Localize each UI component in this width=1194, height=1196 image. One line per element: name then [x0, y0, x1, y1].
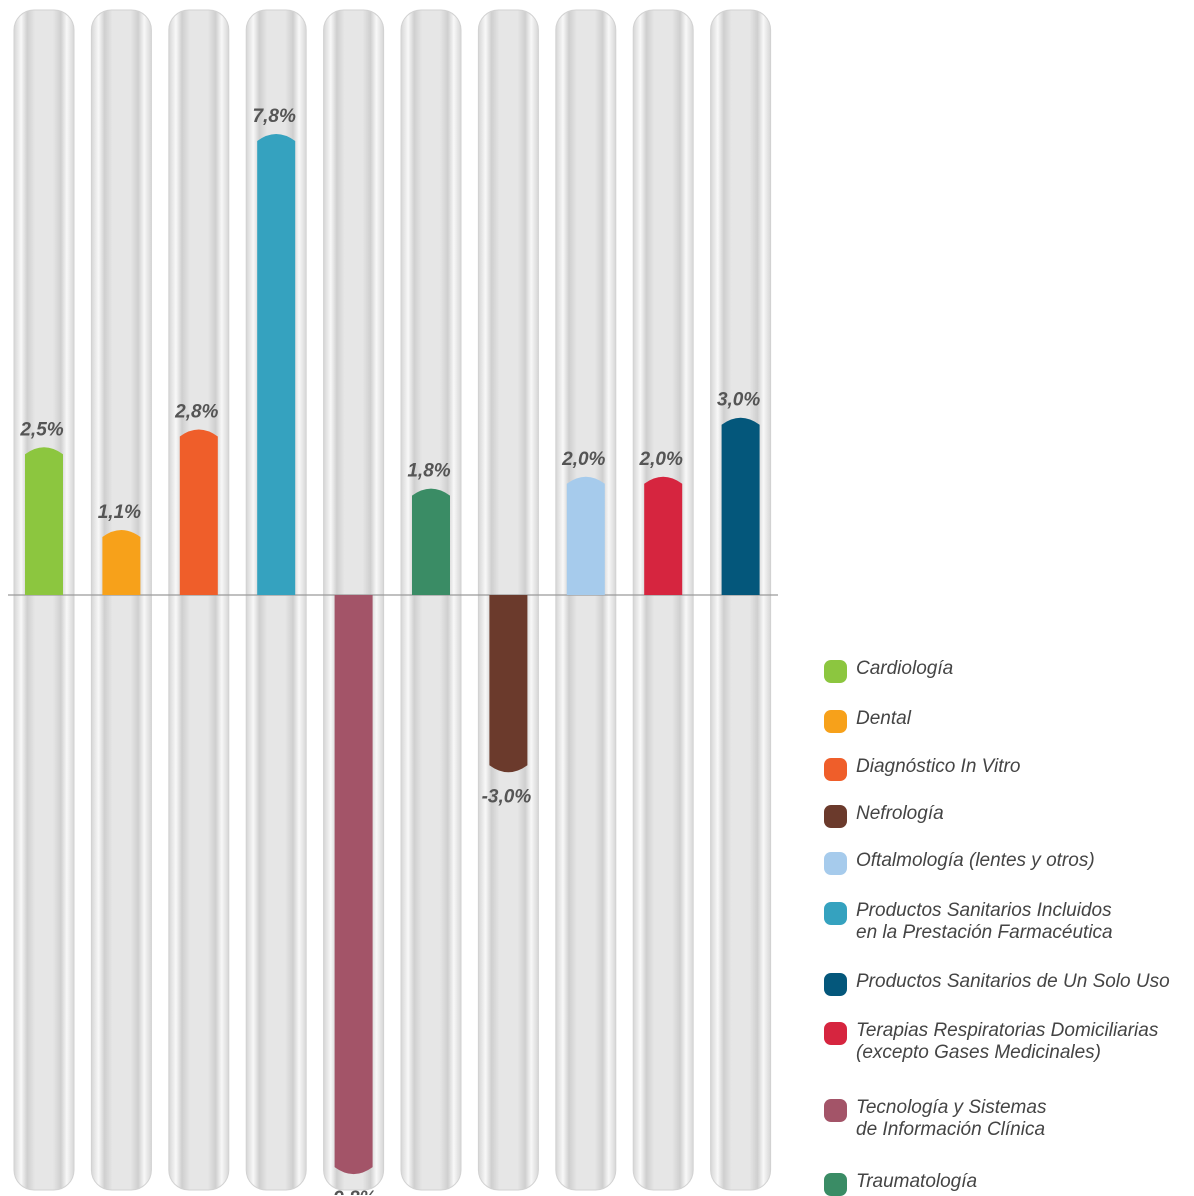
bar-cat-9 [644, 476, 683, 595]
legend-item: Nefrología [824, 803, 944, 828]
legend-label-line: Nefrología [856, 803, 944, 824]
track-cat-8 [555, 9, 617, 1191]
legend-swatch [824, 660, 847, 683]
data-label-cat-8: 2,0% [561, 449, 605, 470]
legend-label-line: Productos Sanitarios de Un Solo Uso [856, 971, 1170, 992]
data-label-cat-7: -3,0% [482, 786, 532, 807]
legend-label: Nefrología [856, 803, 944, 825]
legend-label: Diagnóstico In Vitro [856, 756, 1020, 778]
track-cat-6 [400, 9, 462, 1191]
legend-swatch [824, 1173, 847, 1196]
legend-item: Traumatología [824, 1171, 977, 1196]
data-label-cat-4: 7,8% [253, 106, 296, 127]
legend-label: Productos Sanitarios Incluidos en la Pres… [856, 900, 1113, 944]
legend-label-line: (excepto Gases Medicinales) [856, 1042, 1101, 1063]
legend-swatch [824, 902, 847, 925]
bar-cat-3 [179, 429, 218, 595]
legend-item: Productos Sanitarios de Un Solo Uso [824, 971, 1170, 996]
data-label-cat-1: 2,5% [19, 419, 63, 440]
legend-label-line: Oftalmología (lentes y otros) [856, 850, 1095, 871]
legend-swatch [824, 1022, 847, 1045]
legend-item: Oftalmología (lentes y otros) [824, 850, 1095, 875]
track-cat-1 [13, 9, 75, 1191]
legend-item: Productos Sanitarios Incluidos en la Pres… [824, 900, 1113, 944]
legend-label: Tecnología y Sistemas de Información Clín… [856, 1097, 1046, 1141]
legend-item: Diagnóstico In Vitro [824, 756, 1020, 781]
bar-cat-8 [566, 476, 605, 595]
data-label-cat-9: 2,0% [639, 449, 683, 470]
legend-label-line: de Información Clínica [856, 1119, 1046, 1140]
legend-label: Oftalmología (lentes y otros) [856, 850, 1095, 872]
legend-label: Traumatología [856, 1171, 977, 1193]
track-cat-9 [632, 9, 694, 1191]
legend-swatch [824, 973, 847, 996]
data-label-cat-6: 1,8% [407, 461, 450, 482]
bar-chart: 2,5% 1,1% 2,8% 7,8% -9,8% 1,8% -3,0% 2,0% 2,0% 3,… [8, 9, 778, 1195]
legend-item: Dental [824, 708, 911, 733]
legend-swatch [824, 758, 847, 781]
legend-swatch [824, 1099, 847, 1122]
legend-label-line: en la Prestación Farmacéutica [856, 922, 1113, 943]
legend-label-line: Diagnóstico In Vitro [856, 756, 1021, 777]
legend-swatch [824, 805, 847, 828]
track-cat-2 [90, 9, 152, 1191]
data-label-cat-2: 1,1% [98, 502, 141, 523]
bar-cat-2 [102, 529, 141, 595]
legend-item: Terapias Respiratorias Domiciliarias (exc… [824, 1020, 1158, 1064]
legend-label-line: Productos Sanitarios Incluidos [856, 900, 1112, 921]
legend-label: Productos Sanitarios de Un Solo Uso [856, 971, 1170, 993]
legend-swatch [824, 710, 847, 733]
legend-label-line: Traumatología [856, 1171, 978, 1192]
bar-cat-10 [721, 417, 760, 595]
legend-label-line: Terapias Respiratorias Domiciliarias [856, 1020, 1159, 1041]
bar-cat-7 [489, 595, 528, 773]
bar-cat-1 [25, 447, 63, 595]
legend-label-line: Cardiología [856, 658, 954, 679]
data-label-cat-5: -9,8% [327, 1188, 377, 1195]
legend-item: Cardiología [824, 658, 953, 683]
legend-label-line: Dental [856, 708, 911, 729]
legend-label: Cardiología [856, 658, 953, 680]
legend-swatch [824, 852, 847, 875]
track-cat-10 [710, 9, 772, 1191]
bar-cat-5 [334, 595, 373, 1175]
data-label-cat-3: 2,8% [174, 402, 218, 423]
legend-label: Dental [856, 708, 911, 730]
track-cat-3 [168, 9, 230, 1191]
legend-item: Tecnología y Sistemas de Información Clín… [824, 1097, 1046, 1141]
legend-label-line: Tecnología y Sistemas [856, 1097, 1047, 1118]
bar-cat-4 [257, 134, 296, 595]
legend-label: Terapias Respiratorias Domiciliarias (exc… [856, 1020, 1158, 1064]
data-label-cat-10: 3,0% [717, 390, 760, 411]
bar-cat-6 [412, 488, 450, 595]
